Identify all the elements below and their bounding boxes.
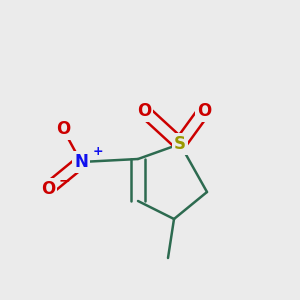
Text: O: O: [197, 102, 211, 120]
Text: O: O: [137, 102, 151, 120]
Text: −: −: [59, 173, 70, 187]
Text: +: +: [92, 145, 103, 158]
Text: O: O: [41, 180, 55, 198]
Text: N: N: [74, 153, 88, 171]
Text: S: S: [174, 135, 186, 153]
Text: O: O: [56, 120, 70, 138]
